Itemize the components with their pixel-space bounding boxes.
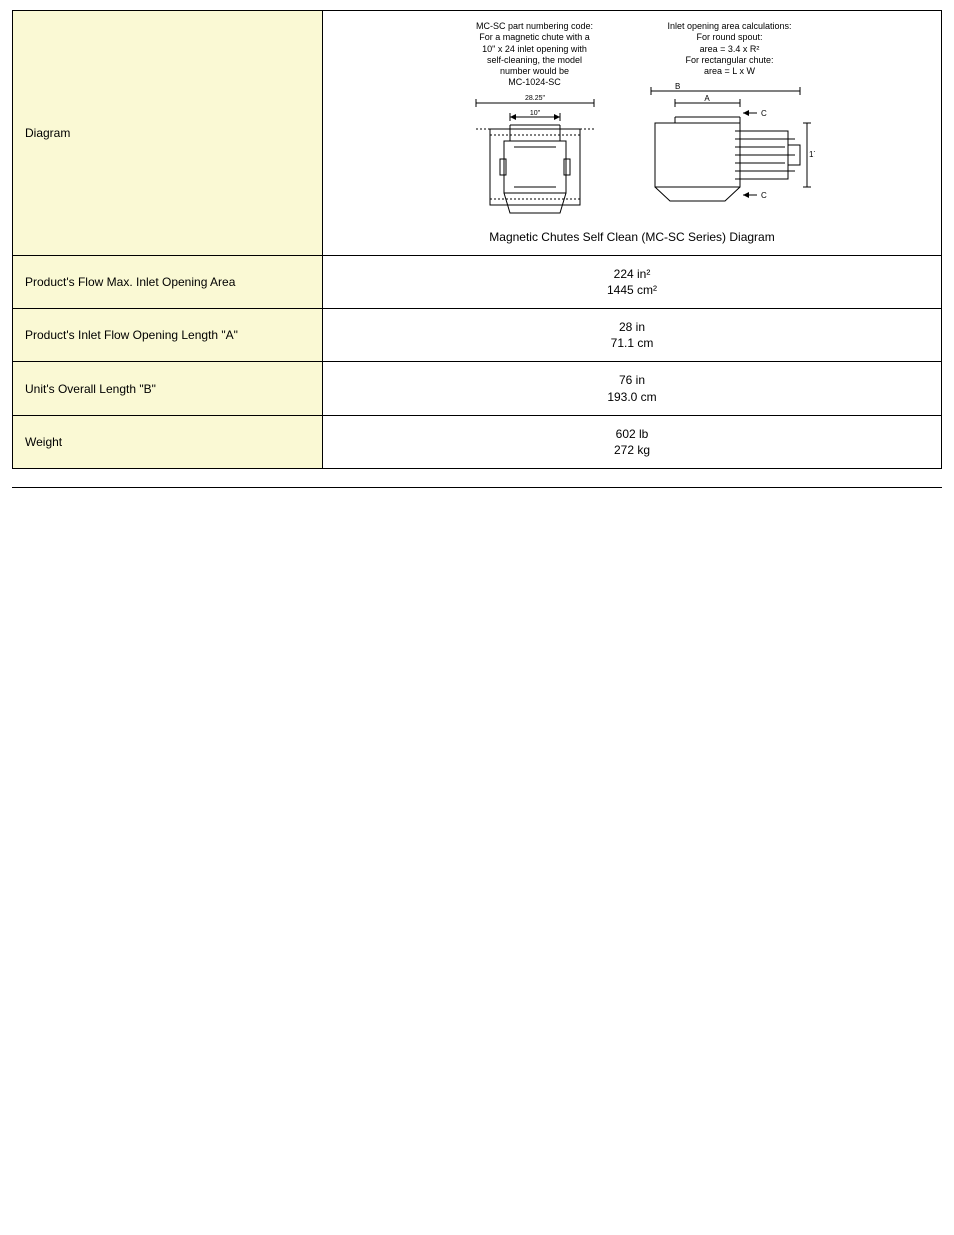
svg-text:28.25": 28.25" (524, 95, 545, 102)
row-inlet-length: Product's Inlet Flow Opening Length "A" … (13, 309, 942, 362)
inlet-area-metric: 1445 cm² (607, 283, 657, 297)
value-weight: 602 lb 272 kg (323, 415, 942, 468)
weight-metric: 272 kg (614, 443, 650, 457)
label-diagram: Diagram (13, 11, 323, 256)
svg-text:A: A (704, 94, 710, 103)
inlet-length-imperial: 28 in (619, 320, 645, 334)
svg-text:C: C (761, 191, 767, 200)
diagram-left-col: MC-SC part numbering code:For a magnetic… (457, 21, 612, 215)
value-inlet-length: 28 in 71.1 cm (323, 309, 942, 362)
overall-length-metric: 193.0 cm (607, 390, 656, 404)
svg-text:17": 17" (809, 150, 815, 159)
svg-text:C: C (761, 109, 767, 118)
row-overall-length: Unit's Overall Length "B" 76 in 193.0 cm (13, 362, 942, 415)
spec-table: Diagram MC-SC part numbering code:For a … (12, 10, 942, 469)
row-diagram: Diagram MC-SC part numbering code:For a … (13, 11, 942, 256)
svg-text:10": 10" (529, 110, 540, 117)
label-inlet-length: Product's Inlet Flow Opening Length "A" (13, 309, 323, 362)
diagram-right-col: Inlet opening area calculations:For roun… (652, 21, 807, 215)
label-overall-length: Unit's Overall Length "B" (13, 362, 323, 415)
value-overall-length: 76 in 193.0 cm (323, 362, 942, 415)
footer-rule (12, 487, 942, 488)
row-weight: Weight 602 lb 272 kg (13, 415, 942, 468)
row-inlet-area: Product's Flow Max. Inlet Opening Area 2… (13, 255, 942, 308)
diagram-left-text: MC-SC part numbering code:For a magnetic… (476, 21, 593, 89)
overall-length-imperial: 76 in (619, 373, 645, 387)
label-weight: Weight (13, 415, 323, 468)
value-diagram: MC-SC part numbering code:For a magnetic… (323, 11, 942, 256)
diagram-caption: Magnetic Chutes Self Clean (MC-SC Series… (489, 229, 774, 245)
svg-text:B: B (675, 83, 680, 91)
front-view-svg: 28.25" 10" (470, 95, 600, 215)
weight-imperial: 602 lb (616, 427, 649, 441)
inlet-length-metric: 71.1 cm (611, 336, 654, 350)
inlet-area-imperial: 224 in² (614, 267, 651, 281)
diagram-right-text: Inlet opening area calculations:For roun… (667, 21, 791, 77)
value-inlet-area: 224 in² 1445 cm² (323, 255, 942, 308)
side-view-svg: B A C (645, 83, 815, 203)
label-inlet-area: Product's Flow Max. Inlet Opening Area (13, 255, 323, 308)
